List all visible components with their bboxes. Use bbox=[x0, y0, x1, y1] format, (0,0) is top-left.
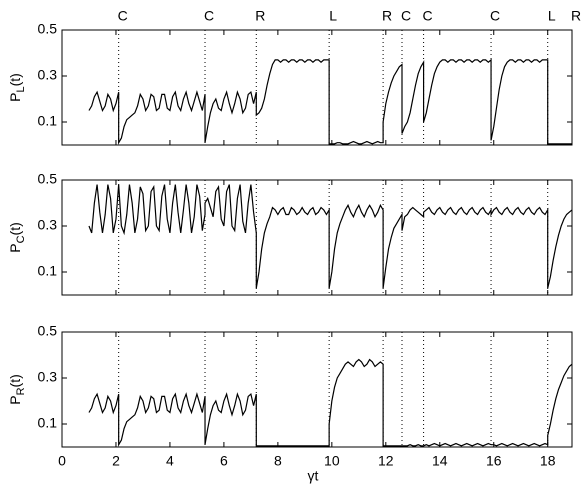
x-tick-label: 18 bbox=[540, 453, 556, 469]
y-label-main: P bbox=[7, 93, 23, 102]
x-tick-label: 14 bbox=[432, 453, 448, 469]
y-label-main: P bbox=[7, 395, 23, 404]
event-label: C bbox=[118, 8, 128, 24]
event-label: C bbox=[401, 8, 411, 24]
y-label-sub: L bbox=[15, 86, 27, 92]
x-tick-label: 12 bbox=[378, 453, 394, 469]
y-tick-label: 0.5 bbox=[38, 323, 58, 339]
x-tick-label: 6 bbox=[220, 453, 228, 469]
plot-frame bbox=[61, 29, 573, 146]
y-label-tail: (t) bbox=[7, 73, 23, 86]
y-axis-label: PR(t) bbox=[7, 374, 27, 405]
data-line bbox=[88, 58, 572, 145]
y-label-sub: R bbox=[15, 387, 27, 395]
x-tick-label: 0 bbox=[58, 453, 66, 469]
y-tick-label: 0.3 bbox=[38, 369, 58, 385]
y-tick-label: 0.3 bbox=[38, 67, 58, 83]
event-label: R bbox=[255, 8, 265, 24]
x-tick-label: 2 bbox=[112, 453, 120, 469]
plot-frame bbox=[61, 179, 573, 296]
data-line bbox=[88, 358, 573, 447]
y-tick-label: 0.3 bbox=[38, 217, 58, 233]
event-label: L bbox=[329, 8, 337, 24]
plot-frame bbox=[61, 331, 573, 448]
y-label-tail: (t) bbox=[7, 222, 23, 235]
y-tick-label: 0.5 bbox=[38, 171, 58, 187]
event-label: R bbox=[382, 8, 392, 24]
y-tick-label: 0.1 bbox=[38, 415, 58, 431]
y-axis-label: PL(t) bbox=[7, 73, 27, 102]
event-label: C bbox=[490, 8, 500, 24]
x-tick-label: 4 bbox=[166, 453, 174, 469]
y-label-sub: C bbox=[15, 235, 27, 243]
y-label-tail: (t) bbox=[7, 374, 23, 387]
x-axis-label: γt bbox=[308, 468, 319, 484]
data-line bbox=[88, 184, 573, 289]
y-tick-label: 0.1 bbox=[38, 113, 58, 129]
x-tick-label: 10 bbox=[324, 453, 340, 469]
y-tick-label: 0.5 bbox=[38, 21, 58, 37]
event-label: C bbox=[204, 8, 214, 24]
event-label: R bbox=[571, 8, 581, 24]
y-axis-label: PC(t) bbox=[7, 222, 27, 253]
y-label-main: P bbox=[7, 243, 23, 252]
x-tick-label: 16 bbox=[486, 453, 502, 469]
event-label: C bbox=[423, 8, 433, 24]
event-label: L bbox=[548, 8, 556, 24]
y-tick-label: 0.1 bbox=[38, 263, 58, 279]
x-tick-label: 8 bbox=[274, 453, 282, 469]
